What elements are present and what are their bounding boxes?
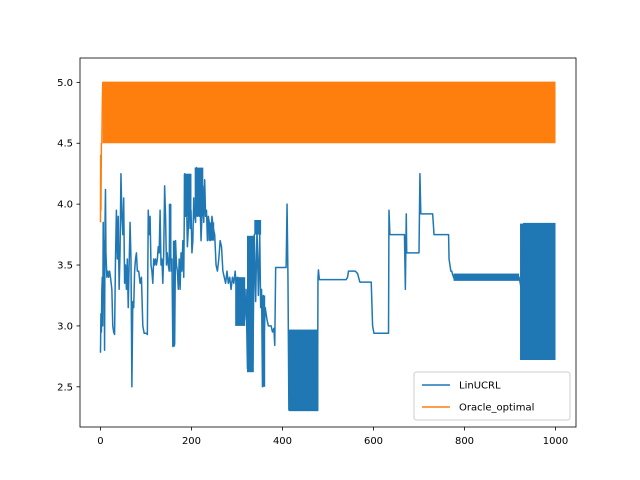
legend-label-oracle-optimal: Oracle_optimal bbox=[459, 403, 534, 414]
y-axis: 2.5 3.0 3.5 4.0 4.5 5.0 bbox=[57, 78, 80, 393]
linucrl-oscillation-band bbox=[183, 173, 192, 217]
y-tick-label: 4.0 bbox=[57, 200, 73, 211]
x-tick-label: 0 bbox=[97, 436, 103, 447]
x-tick-label: 800 bbox=[455, 436, 474, 447]
linucrl-oscillation-band bbox=[254, 219, 262, 235]
legend: LinUCRL Oracle_optimal bbox=[413, 371, 571, 421]
series-lines bbox=[99, 81, 556, 411]
y-tick-label: 2.5 bbox=[57, 382, 73, 393]
x-tick-label: 200 bbox=[182, 436, 201, 447]
y-tick-label: 5.0 bbox=[57, 78, 73, 89]
x-axis: 0 200 400 600 800 1000 bbox=[97, 427, 568, 447]
linucrl-oscillation-band bbox=[235, 277, 246, 326]
x-tick-label: 400 bbox=[273, 436, 292, 447]
x-tick-label: 1000 bbox=[543, 436, 568, 447]
x-tick-label: 600 bbox=[364, 436, 383, 447]
legend-label-linucrl: LinUCRL bbox=[459, 381, 501, 392]
oracle-optimal-oscillation-band bbox=[102, 82, 556, 144]
axes-frame bbox=[79, 57, 577, 428]
linucrl-oscillation-band bbox=[520, 223, 556, 361]
y-tick-label: 4.5 bbox=[57, 139, 73, 150]
plot-area bbox=[99, 81, 556, 412]
linucrl-oscillation-band bbox=[288, 329, 319, 412]
oracle-optimal-line bbox=[99, 81, 556, 223]
y-tick-label: 3.0 bbox=[57, 321, 73, 332]
y-tick-label: 3.5 bbox=[57, 261, 73, 272]
linucrl-line bbox=[99, 166, 556, 411]
legend-box bbox=[413, 371, 571, 421]
